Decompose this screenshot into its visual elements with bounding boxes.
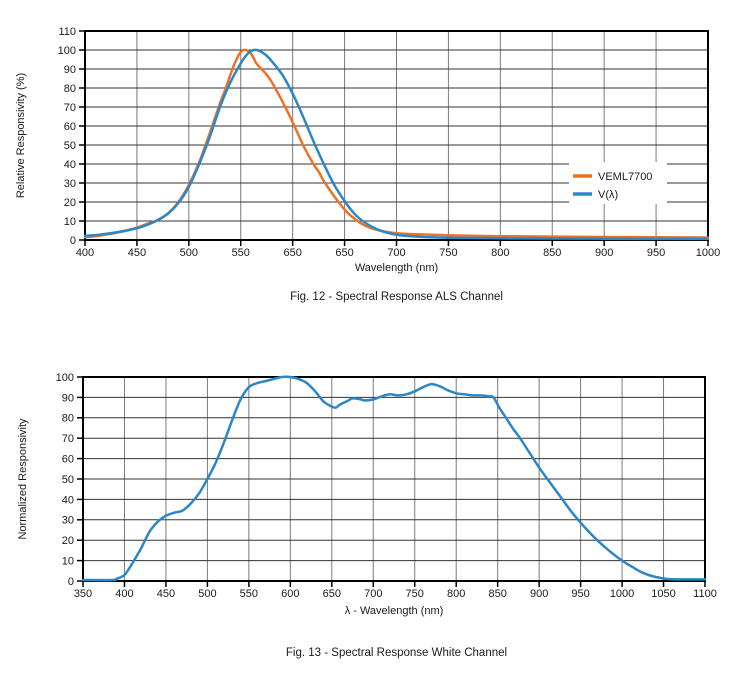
x-tick-label: 550 (232, 247, 250, 259)
y-axis-title: Relative Responsivity (%) (15, 73, 27, 198)
legend-box (569, 162, 667, 204)
y-tick-label: 40 (62, 494, 74, 506)
x-tick-label: 900 (595, 247, 613, 259)
x-tick-label: 700 (364, 588, 382, 600)
fig13-spectral-response-white-chart: 0 10 20 30 40 50 60 70 80 90 100 350 400 450 500 550 600… (17, 372, 717, 617)
x-tick-label: 1100 (693, 588, 717, 600)
figure-12: 0 10 20 30 40 50 60 70 80 90 100 110 400 450 500 550 650… (0, 0, 742, 304)
x-tick-label: 850 (488, 588, 506, 600)
y-tick-label: 70 (62, 433, 74, 445)
x-tick-label: 400 (76, 247, 94, 259)
x-tick-label: 750 (439, 247, 457, 259)
x-tick-label: 450 (157, 588, 175, 600)
y-tick-label: 50 (62, 474, 74, 486)
y-tick-label: 20 (62, 535, 74, 547)
y-tick-label: 50 (64, 140, 76, 152)
x-tick-label: 650 (323, 588, 341, 600)
x-tick-label: 1050 (651, 588, 675, 600)
fig13-caption: Fig. 13 - Spectral Response White Channe… (285, 647, 508, 659)
x-tick-label: 650 (283, 247, 301, 259)
x-axis-title: λ - Wavelength (nm) (345, 605, 444, 617)
y-tick-label: 60 (62, 453, 74, 465)
y-axis-title: Normalized Responsivity (17, 418, 29, 540)
x-tick-label: 400 (115, 588, 133, 600)
y-tick-label: 100 (56, 372, 74, 384)
x-tick-label: 650 (335, 247, 353, 259)
figure-13: 0 10 20 30 40 50 60 70 80 90 100 350 400 450 500 550 600… (0, 320, 742, 660)
x-tick-label: 950 (647, 247, 665, 259)
x-tick-label: 800 (491, 247, 509, 259)
legend-label-veml7700: VEML7700 (598, 171, 652, 183)
y-tick-label: 70 (64, 102, 76, 114)
x-axis-title: Wavelength (nm) (355, 262, 438, 274)
y-tick-label: 10 (64, 216, 76, 228)
curve-white-channel (81, 375, 707, 582)
x-tick-label: 900 (530, 588, 548, 600)
x-tick-label: 800 (447, 588, 465, 600)
y-tick-label: 20 (64, 197, 76, 209)
y-tick-label: 100 (58, 45, 76, 57)
y-tick-label: 30 (62, 515, 74, 527)
y-tick-label: 80 (64, 83, 76, 95)
y-tick-label: 0 (70, 235, 76, 247)
x-tick-label: 1000 (610, 588, 634, 600)
plot-border (82, 376, 706, 582)
plot-border (84, 30, 709, 241)
y-tick-label: 40 (64, 159, 76, 171)
legend-label-v-lambda: V(λ) (598, 189, 618, 201)
curve-v-lambda (83, 48, 710, 241)
y-tick-label: 80 (62, 413, 74, 425)
y-tick-label: 60 (64, 121, 76, 133)
y-tick-label: 30 (64, 178, 76, 190)
y-tick-label: 10 (62, 555, 74, 567)
fig12-caption: Fig. 12 - Spectral Response ALS Channel (290, 291, 503, 303)
y-tick-label: 90 (62, 392, 74, 404)
y-tick-label: 110 (58, 26, 76, 38)
x-tick-label: 950 (571, 588, 589, 600)
datasheet-page: { "colors": { "veml7700_orange": "#ED722… (0, 0, 742, 660)
x-tick-label: 600 (281, 588, 299, 600)
x-tick-label: 500 (180, 247, 198, 259)
x-tick-label: 700 (387, 247, 405, 259)
x-tick-label: 500 (198, 588, 216, 600)
x-tick-label: 1000 (696, 247, 720, 259)
fig12-spectral-response-als-chart: 0 10 20 30 40 50 60 70 80 90 100 110 400 450 500 550 650… (15, 26, 720, 274)
x-tick-label: 850 (543, 247, 561, 259)
x-tick-label: 550 (240, 588, 258, 600)
y-tick-label: 90 (64, 64, 76, 76)
y-tick-label: 0 (68, 576, 74, 588)
x-tick-label: 350 (74, 588, 92, 600)
x-tick-label: 750 (406, 588, 424, 600)
x-tick-label: 450 (128, 247, 146, 259)
